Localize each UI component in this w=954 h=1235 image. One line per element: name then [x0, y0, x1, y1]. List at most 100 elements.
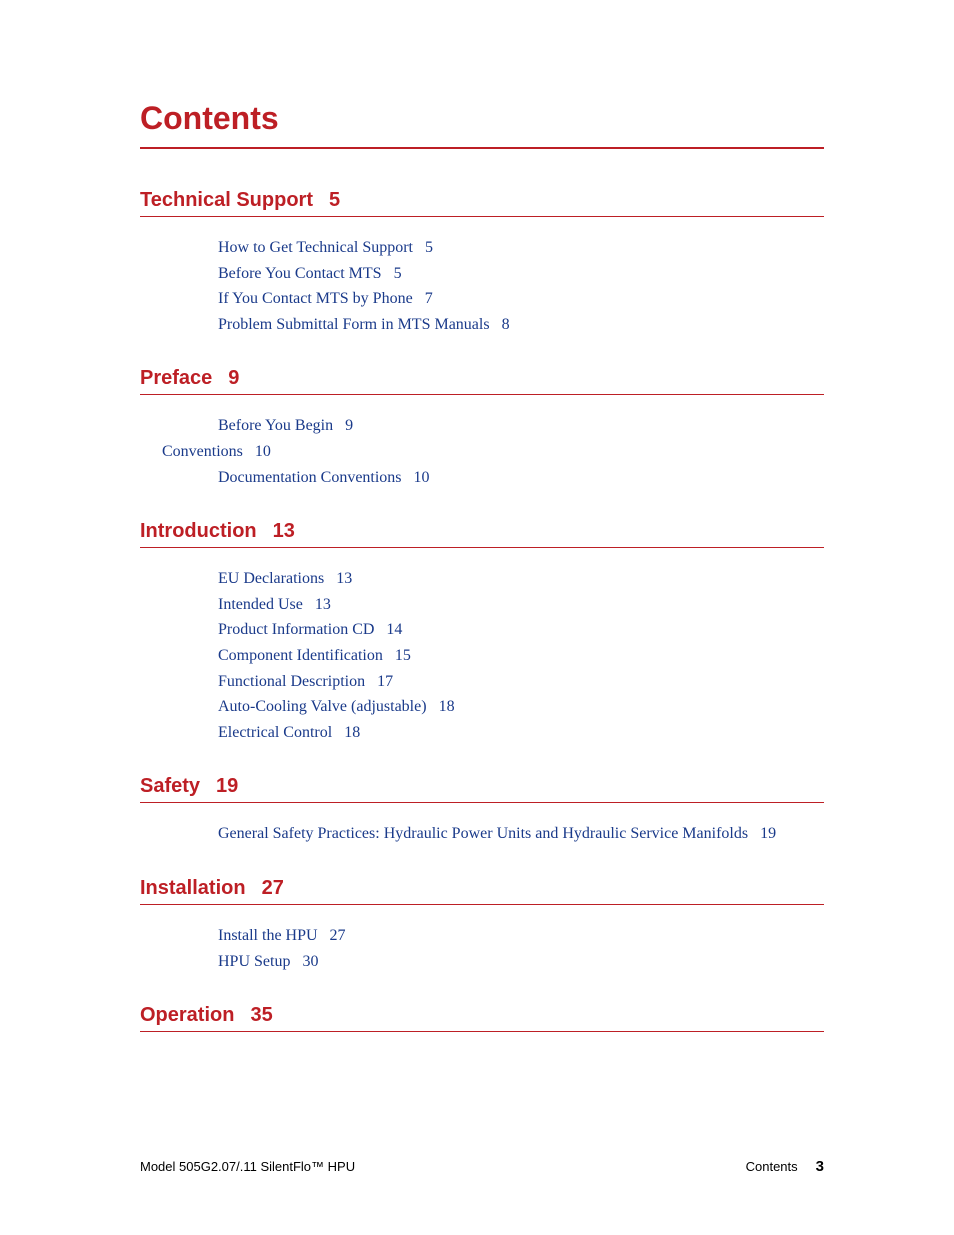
toc-section: Installation 27 Install the HPU 27 HPU Setup… — [140, 877, 824, 974]
toc-entry[interactable]: HPU Setup 30 — [218, 953, 318, 970]
toc-entry-row: Documentation Conventions 10 — [218, 465, 824, 491]
toc-entry-label: Conventions — [162, 443, 243, 460]
toc-section: Introduction13EU Declarations13Intended … — [140, 520, 824, 745]
section-heading[interactable]: Operation 35 — [140, 1004, 824, 1032]
section-heading-label: Operation — [140, 1004, 234, 1026]
toc-entry-row: Before You Contact MTS 5 — [218, 261, 824, 287]
toc-entry-label: Before You Begin — [218, 417, 333, 434]
toc-entry-row: Before You Begin 9 — [218, 413, 824, 439]
toc-entry-page: 8 — [502, 316, 510, 333]
toc-entry-label: Component Identification — [218, 647, 383, 664]
section-heading-page: 35 — [250, 1004, 272, 1026]
toc-entry-page: 5 — [425, 239, 433, 256]
toc-entry-page: 10 — [255, 443, 271, 460]
toc-entry[interactable]: Problem Submittal Form in MTS Manuals 8 — [218, 316, 510, 333]
toc-entry-row: Functional Description 17 — [218, 669, 824, 695]
toc-entry[interactable]: EU Declarations 13 — [218, 570, 352, 587]
toc-entry-label: Install the HPU — [218, 927, 318, 944]
toc-entry-row: Electrical Control 18 — [218, 720, 824, 746]
toc-entry-page: 7 — [425, 290, 433, 307]
toc-entry-page: 5 — [394, 265, 402, 282]
footer-page-number: 3 — [816, 1158, 824, 1175]
section-heading-page: 19 — [216, 775, 238, 797]
section-heading-label: Preface — [140, 367, 212, 389]
toc-entry-page: 14 — [386, 621, 402, 638]
section-heading-label: Introduction — [140, 520, 257, 542]
toc-entry-label: EU Declarations — [218, 570, 324, 587]
section-heading-page: 9 — [228, 367, 239, 389]
footer-left: Model 505G2.07/.11 SilentFlo™ HPU — [140, 1159, 355, 1174]
toc-entry-page: 13 — [336, 570, 352, 587]
toc-entry[interactable]: General Safety Practices: Hydraulic Powe… — [218, 825, 776, 842]
page-footer: Model 505G2.07/.11 SilentFlo™ HPU Conten… — [140, 1158, 824, 1175]
toc-entry-page: 18 — [344, 724, 360, 741]
toc-entry[interactable]: Install the HPU 27 — [218, 927, 346, 944]
toc-entry[interactable]: Product Information CD 14 — [218, 621, 402, 638]
toc-entry-page: 19 — [760, 825, 776, 842]
toc-entry-row: Component Identification 15 — [218, 643, 824, 669]
footer-right: Contents 3 — [746, 1158, 824, 1175]
toc-entry-page: 15 — [395, 647, 411, 664]
section-heading-label: Safety — [140, 775, 200, 797]
section-heading[interactable]: Technical Support 5 — [140, 189, 824, 217]
toc-entry-label: Problem Submittal Form in MTS Manuals — [218, 316, 490, 333]
section-heading-page: 27 — [262, 877, 284, 899]
toc-section: Operation 35 — [140, 1004, 824, 1032]
toc-entry-row: EU Declarations 13 — [218, 566, 824, 592]
toc-entry-row: If You Contact MTS by Phone 7 — [218, 286, 824, 312]
footer-section-label: Contents — [746, 1159, 798, 1174]
toc-entry[interactable]: How to Get Technical Support 5 — [218, 239, 433, 256]
toc-entry-row: Intended Use 13 — [218, 592, 824, 618]
toc-entry-page: 18 — [439, 698, 455, 715]
toc-sections: Technical Support5How to Get Technical S… — [140, 189, 824, 1032]
section-heading-label: Installation — [140, 877, 246, 899]
toc-entry[interactable]: If You Contact MTS by Phone 7 — [218, 290, 433, 307]
toc-entry-page: 10 — [414, 469, 430, 486]
toc-entry-row: Conventions 10 — [162, 439, 824, 465]
toc-entry-row: Product Information CD 14 — [218, 617, 824, 643]
section-heading[interactable]: Preface 9 — [140, 367, 824, 395]
toc-entry-page: 27 — [330, 927, 346, 944]
toc-section: Preface9Before You Begin9Conventions10Do… — [140, 367, 824, 490]
section-heading-page: 13 — [273, 520, 295, 542]
page-title: Contents — [140, 100, 824, 149]
toc-entry-label: Documentation Conventions — [218, 469, 402, 486]
page: Contents Technical Support5How to Get Te… — [0, 0, 954, 1235]
toc-entry-row: Problem Submittal Form in MTS Manuals 8 — [218, 312, 824, 338]
toc-entry-label: HPU Setup — [218, 953, 290, 970]
toc-entry[interactable]: Electrical Control 18 — [218, 724, 360, 741]
section-heading-label: Technical Support — [140, 189, 313, 211]
toc-entry[interactable]: Before You Begin 9 — [218, 417, 353, 434]
toc-entry-label: General Safety Practices: Hydraulic Powe… — [218, 825, 748, 842]
toc-section: Safety 19 General Safety Practices: Hydrau… — [140, 775, 824, 847]
section-heading[interactable]: Introduction 13 — [140, 520, 824, 548]
toc-entry[interactable]: Functional Description 17 — [218, 673, 393, 690]
toc-entry-label: Electrical Control — [218, 724, 332, 741]
toc-entry-row: How to Get Technical Support 5 — [218, 235, 824, 261]
toc-entry-page: 13 — [315, 596, 331, 613]
toc-entry-label: Intended Use — [218, 596, 303, 613]
toc-entry[interactable]: Documentation Conventions 10 — [218, 469, 430, 486]
toc-entry-label: How to Get Technical Support — [218, 239, 413, 256]
toc-entry-row: Auto-Cooling Valve (adjustable) 18 — [218, 694, 824, 720]
toc-entry[interactable]: Intended Use 13 — [218, 596, 331, 613]
toc-entry-row: HPU Setup 30 — [218, 949, 824, 975]
toc-entry-page: 30 — [302, 953, 318, 970]
toc-entry-label: Functional Description — [218, 673, 365, 690]
toc-entry-page: 17 — [377, 673, 393, 690]
toc-entry[interactable]: Auto-Cooling Valve (adjustable) 18 — [218, 698, 455, 715]
toc-entry-label: Before You Contact MTS — [218, 265, 382, 282]
toc-entry-label: Product Information CD — [218, 621, 374, 638]
toc-entry[interactable]: Component Identification 15 — [218, 647, 411, 664]
toc-entry-page: 9 — [345, 417, 353, 434]
section-heading[interactable]: Safety 19 — [140, 775, 824, 803]
toc-entry-row: Install the HPU 27 — [218, 923, 824, 949]
section-heading-page: 5 — [329, 189, 340, 211]
section-heading[interactable]: Installation 27 — [140, 877, 824, 905]
toc-entry[interactable]: Conventions 10 — [162, 443, 271, 460]
toc-entry-label: Auto-Cooling Valve (adjustable) — [218, 698, 427, 715]
toc-entry-label: If You Contact MTS by Phone — [218, 290, 413, 307]
toc-section: Technical Support5How to Get Technical S… — [140, 189, 824, 337]
toc-entry[interactable]: Before You Contact MTS 5 — [218, 265, 402, 282]
toc-entry-row: General Safety Practices: Hydraulic Powe… — [218, 821, 824, 847]
